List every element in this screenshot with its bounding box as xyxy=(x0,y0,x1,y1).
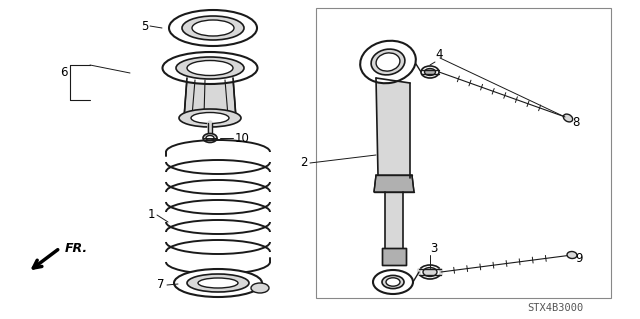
Polygon shape xyxy=(385,192,403,248)
Ellipse shape xyxy=(187,61,233,76)
Ellipse shape xyxy=(169,10,257,46)
Ellipse shape xyxy=(563,114,573,122)
Text: 7: 7 xyxy=(157,278,165,292)
Ellipse shape xyxy=(376,53,400,71)
Ellipse shape xyxy=(423,268,437,277)
Text: 4: 4 xyxy=(435,48,442,62)
Polygon shape xyxy=(376,78,410,178)
Ellipse shape xyxy=(163,52,257,84)
Text: 9: 9 xyxy=(575,251,582,264)
Ellipse shape xyxy=(206,136,214,140)
Ellipse shape xyxy=(371,49,405,75)
Text: STX4B3000: STX4B3000 xyxy=(527,303,583,313)
Ellipse shape xyxy=(382,275,404,289)
Text: 8: 8 xyxy=(572,115,579,129)
Ellipse shape xyxy=(179,109,241,127)
Ellipse shape xyxy=(191,113,229,123)
Ellipse shape xyxy=(182,16,244,40)
Ellipse shape xyxy=(187,274,249,292)
Text: 3: 3 xyxy=(430,241,437,255)
Bar xyxy=(316,8,611,298)
Ellipse shape xyxy=(192,20,234,36)
Text: FR.: FR. xyxy=(65,241,88,255)
Text: 2: 2 xyxy=(301,157,308,169)
Ellipse shape xyxy=(567,251,577,258)
Ellipse shape xyxy=(174,269,262,297)
Text: 5: 5 xyxy=(141,19,148,33)
Ellipse shape xyxy=(424,69,435,76)
Polygon shape xyxy=(374,175,414,192)
Polygon shape xyxy=(382,248,406,265)
Ellipse shape xyxy=(386,278,400,286)
Polygon shape xyxy=(184,78,236,118)
Ellipse shape xyxy=(176,57,244,79)
Ellipse shape xyxy=(360,41,416,83)
Ellipse shape xyxy=(251,283,269,293)
Text: 10: 10 xyxy=(235,131,250,145)
Ellipse shape xyxy=(203,133,217,143)
Ellipse shape xyxy=(198,278,238,288)
Ellipse shape xyxy=(373,270,413,294)
Ellipse shape xyxy=(421,66,439,78)
Ellipse shape xyxy=(419,265,441,279)
Text: 1: 1 xyxy=(147,209,155,221)
Text: 6: 6 xyxy=(61,66,68,79)
